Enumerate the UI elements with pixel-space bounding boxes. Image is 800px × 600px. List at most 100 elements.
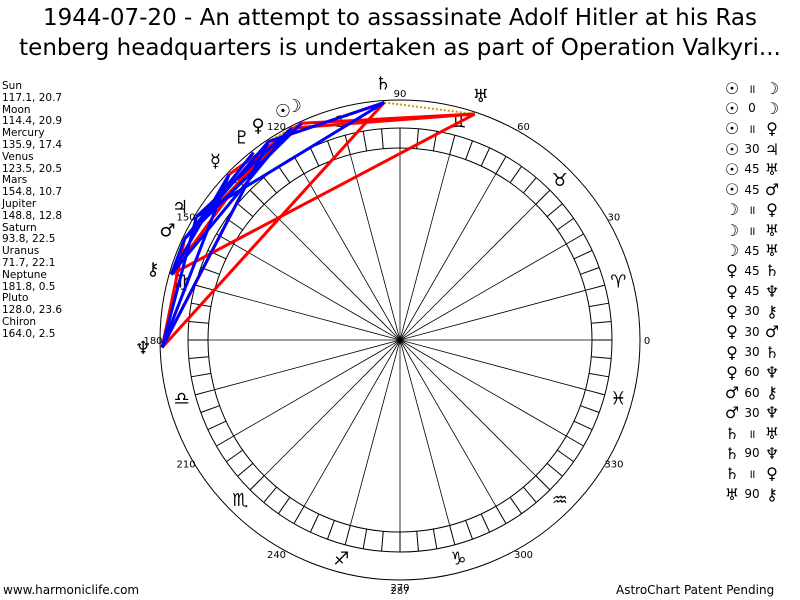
planet-glyph-mercury: ☿: [210, 151, 221, 172]
aspect-planet-1: ♄: [724, 464, 740, 484]
degree-tick: [309, 513, 320, 533]
aspect-line-soft: [183, 122, 303, 240]
sign-glyph: ♎: [174, 388, 190, 409]
planet-name-mars: Mars: [2, 174, 28, 187]
degree-tick: [480, 513, 491, 533]
aspect-planet-1: ☉: [724, 139, 740, 159]
aspect-planet-2: ♀: [766, 119, 778, 139]
aspect-planet-1: ♄: [724, 423, 740, 443]
degree-tick: [465, 520, 473, 540]
aspect-planet-2: ♄: [764, 261, 780, 281]
planet-name-moon: Moon: [2, 103, 31, 116]
planet-position-venus: 123.5, 20.5: [2, 162, 63, 175]
aspect-planet-2: ♅: [764, 241, 780, 261]
spoke-line: [263, 339, 401, 477]
degree-label-180: 180: [143, 336, 162, 347]
planet-glyph-moon: ☽: [286, 96, 302, 117]
planet-name-mercury: Mercury: [2, 127, 45, 140]
degree-tick: [465, 140, 473, 160]
degree-label-60: 60: [517, 122, 530, 133]
degree-tick: [546, 463, 563, 477]
aspect-row: ♅ 90 ⚷: [722, 484, 800, 504]
degree-tick: [277, 166, 291, 184]
degree-tick: [591, 321, 612, 324]
aspect-type: 45: [744, 284, 760, 299]
aspect-row: ♂ 30 ♆: [722, 403, 800, 423]
aspect-row: ☉ 0 ☽: [722, 98, 800, 118]
degree-tick: [263, 177, 277, 194]
aspect-planet-2: ♀: [766, 200, 778, 220]
planet-name-uranus: Uranus: [2, 245, 40, 258]
aspect-type: 45: [744, 162, 760, 177]
aspect-planet-2: ♅: [764, 220, 780, 240]
aspect-row: ♂ 60 ⚷: [722, 382, 800, 402]
aspect-line-hard: [170, 112, 476, 276]
spoke-line: [399, 339, 451, 526]
aspect-type: 45: [744, 263, 760, 278]
chart-title-line-1: 1944-07-20 - An attempt to assassinate A…: [43, 5, 757, 31]
aspect-planet-2: ♆: [764, 281, 780, 301]
planet-glyph-uranus: ♅: [473, 86, 489, 107]
degree-tick: [293, 506, 305, 524]
degree-tick: [523, 486, 537, 503]
degree-tick: [327, 140, 335, 160]
planet-position-sun: 117.1, 20.7: [2, 91, 63, 104]
aspect-row: ☉ 30 ♃: [722, 139, 800, 159]
degree-tick: [449, 135, 456, 155]
degree-tick: [277, 496, 291, 514]
aspect-planet-1: ♀: [726, 342, 738, 362]
aspect-list: ☉ ॥ ☽ ☉ 0 ☽ ☉ ॥ ♀ ☉ 30 ♃ ☉ 45 ♅ ☉ 45 ♂ ☽ ॥ ♀ ☽ ॥ ♅ ☽ 45 ♅ ♀ 45 ♄ ♀ 45 ♆ ♀…: [722, 78, 800, 504]
aspect-planet-1: ☉: [724, 159, 740, 179]
degree-tick: [344, 525, 351, 545]
aspect-type: ॥: [748, 426, 756, 441]
degree-tick: [195, 284, 215, 291]
aspect-planet-2: ♂: [764, 322, 780, 342]
aspect-line-soft: [160, 216, 198, 348]
degree-tick: [249, 475, 265, 491]
aspect-row: ♀ 30 ♄: [722, 342, 800, 362]
degree-tick: [188, 356, 209, 359]
degree-tick: [585, 284, 605, 291]
spoke-line: [399, 339, 586, 391]
planet-glyph-neptune: ♆: [135, 338, 151, 359]
degree-tick: [556, 217, 574, 231]
aspect-type: 30: [744, 405, 760, 420]
spoke-line: [399, 243, 567, 341]
aspect-row: ♀ 45 ♄: [722, 261, 800, 281]
aspect-row: ☉ ॥ ☽: [722, 78, 800, 98]
spoke-line: [399, 339, 497, 507]
sign-glyph: ♒: [552, 490, 568, 511]
degree-tick: [480, 147, 491, 167]
planet-name-sun: Sun: [2, 80, 22, 92]
aspect-planet-2: ♆: [764, 443, 780, 463]
degree-tick: [588, 372, 609, 378]
aspect-planet-2: ⚷: [766, 484, 778, 504]
degree-tick: [216, 435, 234, 447]
aspect-row: ♄ ॥ ♅: [722, 423, 800, 443]
aspect-row: ♄ 90 ♆: [722, 443, 800, 463]
degree-tick: [188, 321, 209, 324]
spoke-line: [399, 173, 497, 341]
spoke-line: [349, 339, 401, 526]
aspect-planet-1: ☉: [724, 119, 740, 139]
degree-label-330: 330: [604, 460, 623, 471]
aspect-planet-1: ♀: [726, 322, 738, 342]
footer-website[interactable]: www.harmoniclife.com: [3, 583, 140, 597]
aspect-planet-2: ♂: [764, 180, 780, 200]
degree-label-30: 30: [608, 213, 621, 224]
planet-position-neptune: 181.8, 0.5: [2, 280, 56, 293]
spoke-line: [399, 203, 537, 341]
aspect-type: 45: [744, 182, 760, 197]
sign-glyph: ♈: [610, 272, 626, 293]
chart-title-line-2: tenberg headquarters is undertaken as pa…: [19, 35, 781, 61]
footer-patent-note: AstroChart Patent Pending: [616, 583, 775, 597]
degree-tick: [362, 528, 368, 549]
aspect-planet-2: ☽: [764, 78, 780, 98]
degree-tick: [580, 405, 600, 413]
degree-tick: [546, 203, 563, 217]
aspect-type: 90: [744, 446, 760, 461]
aspect-planet-1: ♀: [726, 281, 738, 301]
planet-position-jupiter: 148.8, 12.8: [2, 209, 63, 222]
aspect-planet-1: ☉: [724, 180, 740, 200]
